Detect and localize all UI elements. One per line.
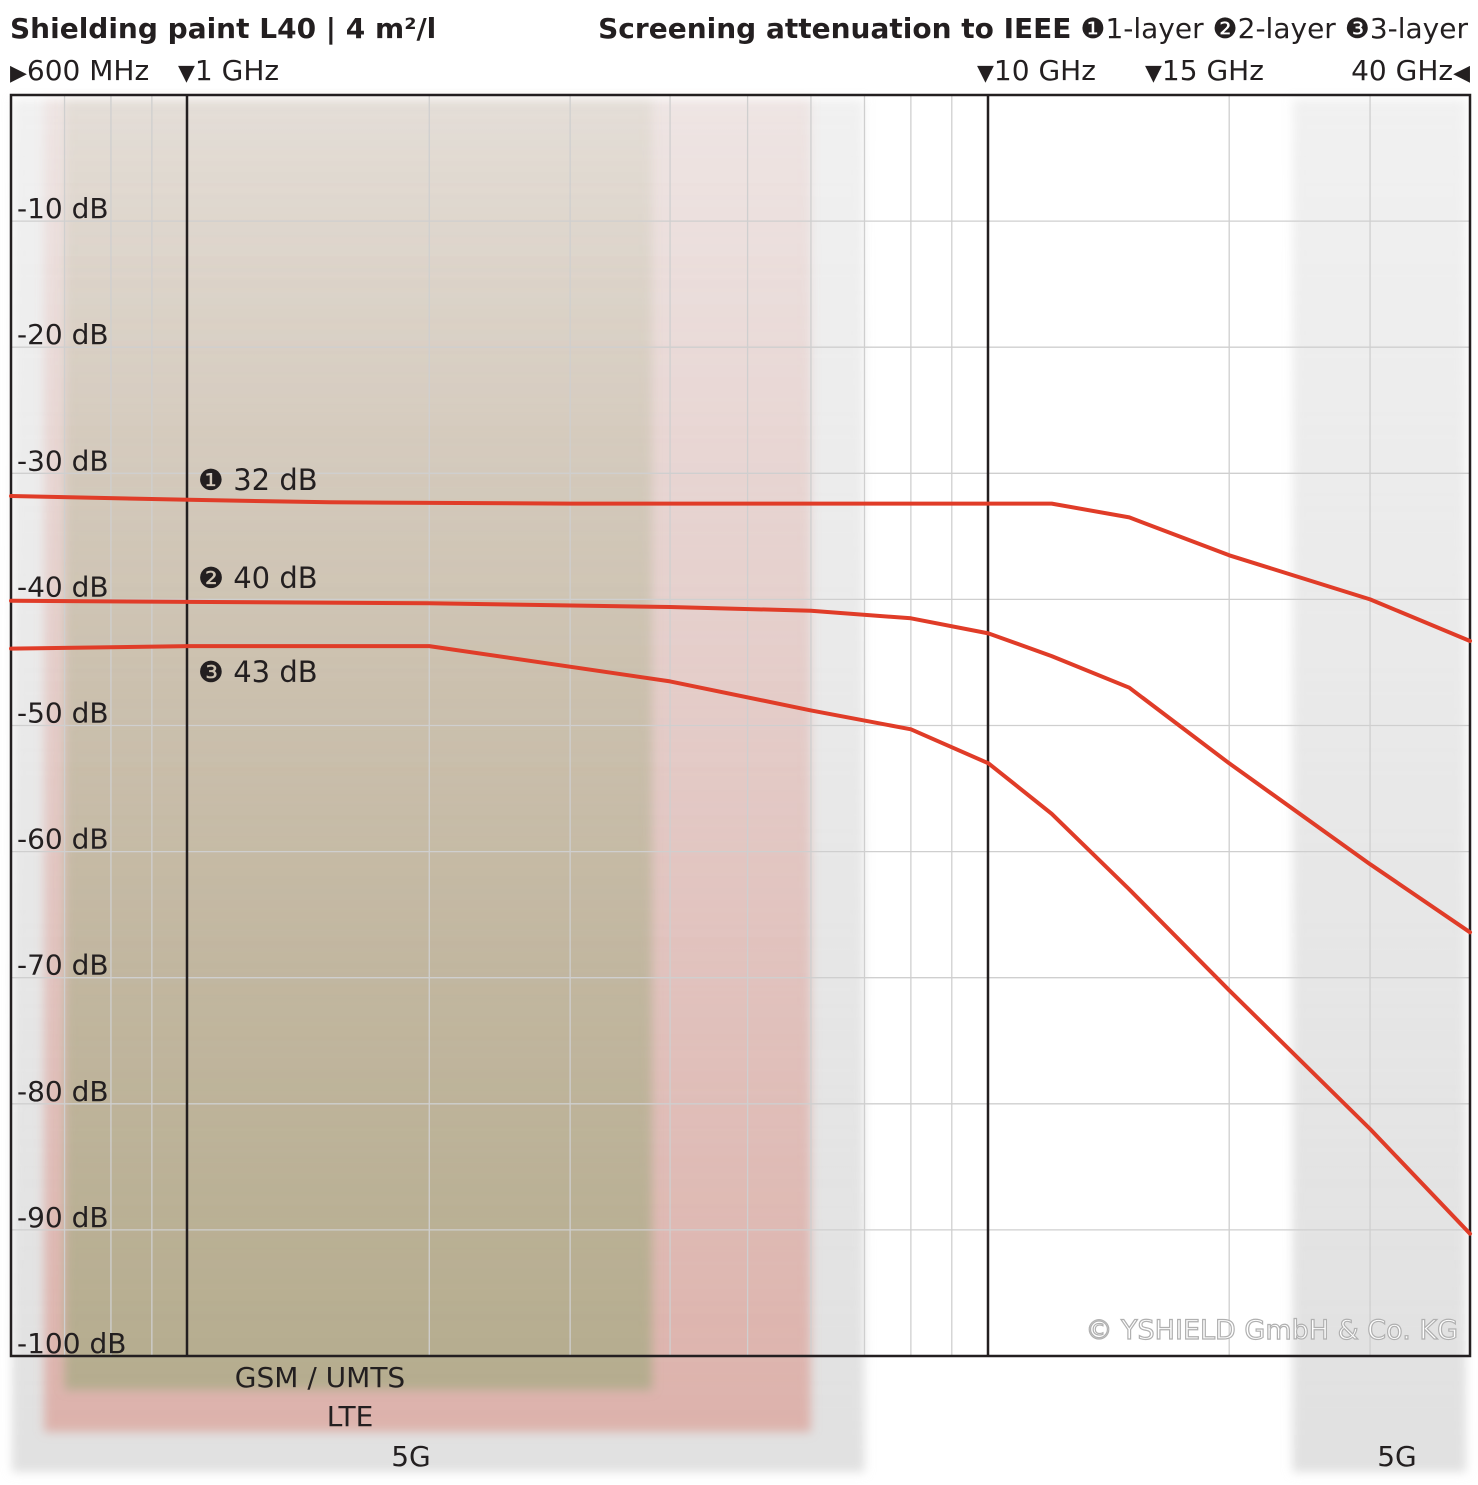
freq-marker-15ghz: ▼15 GHz (1145, 54, 1264, 87)
freq-marker-600mhz: ▶600 MHz (10, 54, 149, 87)
chart-title: Shielding paint L40 | 4 m²/l (10, 12, 436, 45)
y-tick-label: -70 dB (17, 949, 109, 982)
chart-subtitle-legend: Screening attenuation to IEEE ❶1-layer ❷… (598, 12, 1468, 45)
band-label-5g-low: 5G (391, 1440, 431, 1473)
chart-subtitle: Screening attenuation to IEEE (598, 12, 1071, 45)
band-5g-high (1292, 99, 1466, 1472)
y-tick-label: -30 dB (17, 444, 109, 477)
series-line-2layer (9, 598, 1472, 935)
freq-marker-40ghz: 40 GHz◀ (1351, 54, 1470, 87)
y-axis-tick-labels: -10 dB -20 dB -30 dB -40 dB -50 dB -60 dB -70 … (17, 192, 126, 1360)
band-gsm-umts (64, 99, 653, 1390)
band-label-gsm-umts: GSM / UMTS (235, 1361, 405, 1394)
y-tick-label: -40 dB (17, 570, 109, 603)
freq-marker-1ghz: ▼1 GHz (178, 54, 279, 87)
down-pointer-icon: ▼ (1145, 61, 1162, 86)
right-pointer-icon: ▶ (10, 61, 27, 86)
legend-label-1: 1-layer (1105, 12, 1204, 45)
legend-marker-1: ❶ (1080, 12, 1105, 45)
y-tick-label: -80 dB (17, 1075, 109, 1108)
legend-label-2: 2-layer (1238, 12, 1337, 45)
band-label-5g-high: 5G (1377, 1440, 1417, 1473)
y-tick-label: -50 dB (17, 697, 109, 730)
grid (11, 95, 1470, 1357)
down-pointer-icon: ▼ (977, 61, 994, 86)
y-tick-label: -10 dB (17, 192, 109, 225)
copyright-text: © YSHIELD GmbH & Co. KG (1085, 1315, 1458, 1346)
band-label-lte: LTE (327, 1400, 374, 1433)
down-pointer-icon: ▼ (178, 61, 195, 86)
legend-marker-2: ❷ (1213, 12, 1238, 45)
frequency-bands (12, 99, 1466, 1472)
y-tick-label: -20 dB (17, 318, 109, 351)
series-label-3layer: ❸ 43 dB (198, 655, 318, 689)
left-pointer-icon: ◀ (1453, 61, 1470, 86)
y-tick-label: -90 dB (17, 1201, 109, 1234)
freq-marker-10ghz: ▼10 GHz (977, 54, 1096, 87)
series-line-3layer (9, 644, 1472, 1236)
y-tick-label: -100 dB (17, 1327, 126, 1360)
series-lines (9, 494, 1472, 1236)
y-tick-label: -60 dB (17, 823, 109, 856)
legend-marker-3: ❸ (1345, 12, 1370, 45)
series-label-2layer: ❷ 40 dB (198, 561, 318, 595)
plot-frame (9, 93, 1472, 1358)
series-label-1layer: ❶ 32 dB (198, 463, 318, 497)
series-line-1layer (9, 494, 1472, 643)
legend-label-3: 3-layer (1370, 12, 1469, 45)
